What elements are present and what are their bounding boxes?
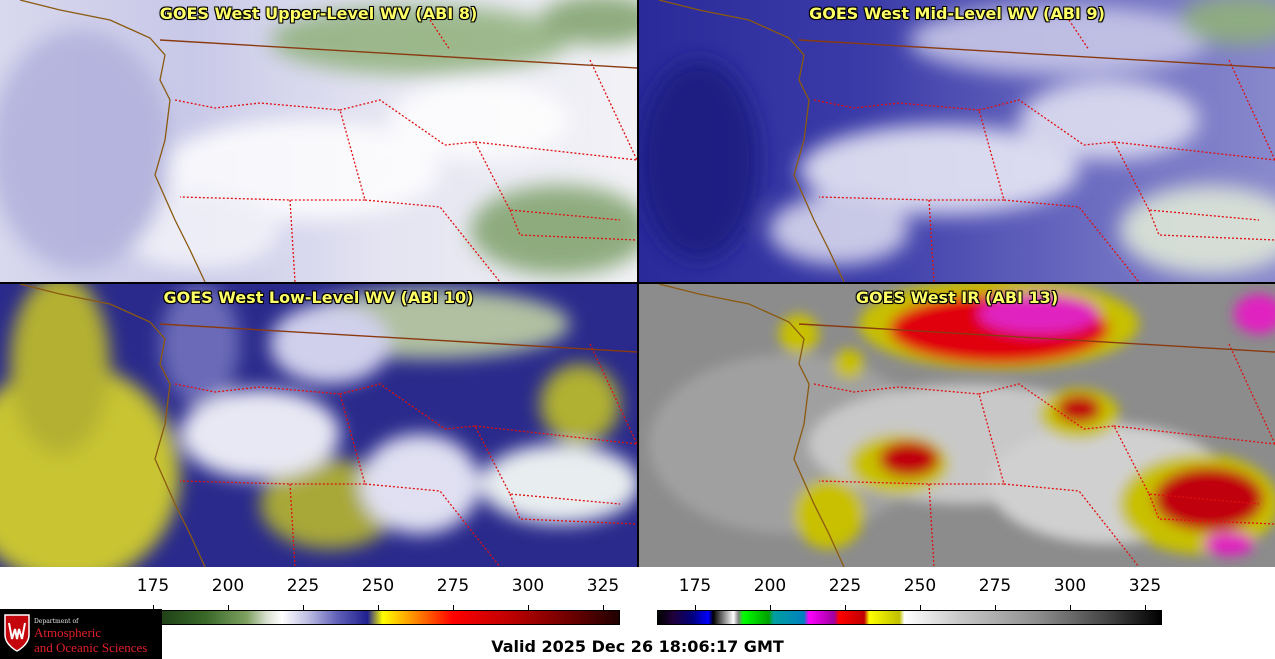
coastline (658, 0, 845, 282)
colorbar-wv-tick-label: 300 (511, 576, 545, 596)
colorbar-ir-tick-label: 300 (1053, 576, 1087, 596)
colorbar-wv-tick (603, 605, 604, 610)
colorbar-ir-tick-label: 325 (1128, 576, 1162, 596)
valid-timestamp: Valid 2025 Dec 26 18:06:17 GMT (491, 637, 784, 656)
state-borders (174, 343, 637, 567)
colorbar-ir: 175 200 225 250 275 300 325 (657, 576, 1162, 625)
colorbar-wv-tick-label: 200 (211, 576, 245, 596)
colorbar-ir-tick-label: 200 (753, 576, 787, 596)
state-borders (813, 19, 1275, 282)
colorbar-ir-tick-label: 225 (828, 576, 862, 596)
logo-line1-text: Atmospheric (34, 625, 102, 640)
colorbar-ir-tick (1145, 605, 1146, 610)
panel-divider-horizontal (0, 282, 1275, 284)
colorbar-wv-tick-label: 325 (586, 576, 620, 596)
colorbar-wv-tick (453, 605, 454, 610)
colorbar-ir-tick-label: 275 (978, 576, 1012, 596)
border-us-canada (798, 323, 1275, 353)
colorbar-wv-tick (153, 605, 154, 610)
colorbar-wv-tick (378, 605, 379, 610)
colorbar-ir-tick (695, 605, 696, 610)
colorbar-ir-tick-label: 175 (678, 576, 712, 596)
colorbar-wv-tick (303, 605, 304, 610)
border-us-canada (798, 39, 1275, 69)
logo-line2-text: and Oceanic Sciences (34, 640, 148, 655)
mid-wv-imagery (639, 0, 1275, 282)
panel-low-level-wv: GOES West Low-Level WV (ABI 10) (0, 284, 637, 567)
coastline (19, 0, 206, 282)
panel-mid-level-wv: GOES West Mid-Level WV (ABI 9) (639, 0, 1275, 282)
border-us-canada (159, 323, 637, 353)
colorbar-wv: 175 200 225 250 275 300 325 (115, 576, 620, 625)
colorbar-wv-tick-label: 275 (436, 576, 470, 596)
panel-title: GOES West IR (ABI 13) (855, 288, 1059, 307)
colorbar-ir-tick (995, 605, 996, 610)
uw-crest-icon (4, 614, 30, 652)
panel-ir: GOES West IR (ABI 13) (639, 284, 1275, 567)
coastline (658, 284, 845, 567)
border-us-canada (159, 39, 637, 69)
state-borders (813, 343, 1275, 567)
colorbar-ir-gradient (657, 610, 1162, 625)
state-borders (174, 19, 637, 282)
colorbar-ir-tick (920, 605, 921, 610)
ir-imagery (639, 284, 1275, 567)
colorbar-wv-tick-label: 175 (136, 576, 170, 596)
colorbar-ir-tick-label: 250 (903, 576, 937, 596)
colorbar-wv-tick-label: 250 (361, 576, 395, 596)
panel-title: GOES West Low-Level WV (ABI 10) (163, 288, 474, 307)
coastline (19, 284, 206, 567)
colorbar-ir-tick (1070, 605, 1071, 610)
colorbar-wv-tick-label: 225 (286, 576, 320, 596)
aos-logo: Department of Atmospheric and Oceanic Sc… (0, 609, 162, 659)
panel-title: GOES West Mid-Level WV (ABI 9) (809, 4, 1105, 23)
colorbar-ir-tick (770, 605, 771, 610)
panel-upper-level-wv: GOES West Upper-Level WV (ABI 8) (0, 0, 637, 282)
low-wv-imagery (0, 284, 637, 567)
upper-wv-imagery (0, 0, 637, 282)
colorbar-wv-tick (528, 605, 529, 610)
colorbar-ir-tick (845, 605, 846, 610)
colorbar-wv-tick (228, 605, 229, 610)
colorbar-wv-gradient (115, 610, 620, 625)
logo-department-text: Department of (34, 618, 79, 625)
panel-title: GOES West Upper-Level WV (ABI 8) (159, 4, 478, 23)
